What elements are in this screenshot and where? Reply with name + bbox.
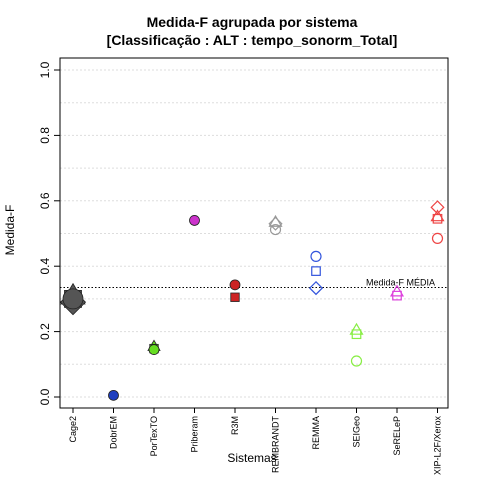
chart-title: Medida-F agrupada por sistema: [147, 14, 358, 30]
data-point-circle: [431, 232, 444, 245]
x-tick-label: R3M: [230, 416, 240, 435]
x-tick-label: REMBRANDT: [271, 416, 281, 474]
data-point-diamond: [308, 281, 324, 296]
y-tick-label: 1.0: [38, 61, 52, 78]
data-point-circle: [108, 389, 119, 401]
reference-line-group: Medida-F MÉDIA: [60, 277, 448, 288]
reference-line-label: Medida-F MÉDIA: [366, 277, 435, 287]
x-tick-label: DobrEM: [109, 416, 119, 449]
data-point-diamond: [430, 200, 445, 215]
data-point-circle: [62, 288, 84, 310]
data-point-square: [230, 292, 240, 302]
x-tick-label: PorTexTO: [149, 416, 159, 456]
data-point-square: [351, 329, 362, 340]
x-tick-label: Cage2: [68, 416, 78, 443]
y-tick-label: 0.0: [38, 388, 52, 405]
data-point-circle: [148, 344, 160, 355]
y-tick-label: 0.2: [38, 323, 52, 340]
data-point-circle: [189, 215, 200, 226]
y-tick-label: 0.6: [38, 192, 52, 209]
plot-frame: [59, 57, 449, 409]
x-tick-label: REMMA: [311, 416, 321, 450]
x-axis-label: Sistemas: [227, 451, 276, 465]
y-axis-label: Medida-F: [3, 205, 17, 256]
data-point-circle: [229, 279, 241, 291]
data-point-diamond: [268, 216, 283, 231]
y-tick-label: 0.4: [38, 258, 52, 275]
x-tick-label: XIP-L2F/Xerox: [433, 416, 443, 476]
x-tick-label: SeRELeP: [392, 416, 402, 456]
data-points-group: [59, 200, 445, 401]
data-point-square: [432, 213, 443, 224]
data-point-square: [311, 266, 321, 276]
axes-group: 0.0 0.2 0.4 0.6 0.8 1.0 Cage2 DobrEM PorTexTO Pri…: [38, 57, 449, 476]
data-point-triangle: [430, 209, 445, 222]
data-point-circle: [269, 223, 282, 236]
data-point-triangle: [349, 322, 364, 335]
x-tick-label: Priberam: [190, 416, 200, 453]
grid-layer: [60, 69, 448, 398]
data-point-circle: [350, 355, 363, 367]
chart-subtitle: [Classificação : ALT : tempo_sonorm_Tota…: [107, 32, 398, 48]
data-point-square: [392, 290, 402, 301]
x-tick-label: SEIGeo: [352, 416, 362, 448]
data-point-circle: [310, 250, 322, 262]
y-tick-label: 0.8: [38, 127, 52, 144]
